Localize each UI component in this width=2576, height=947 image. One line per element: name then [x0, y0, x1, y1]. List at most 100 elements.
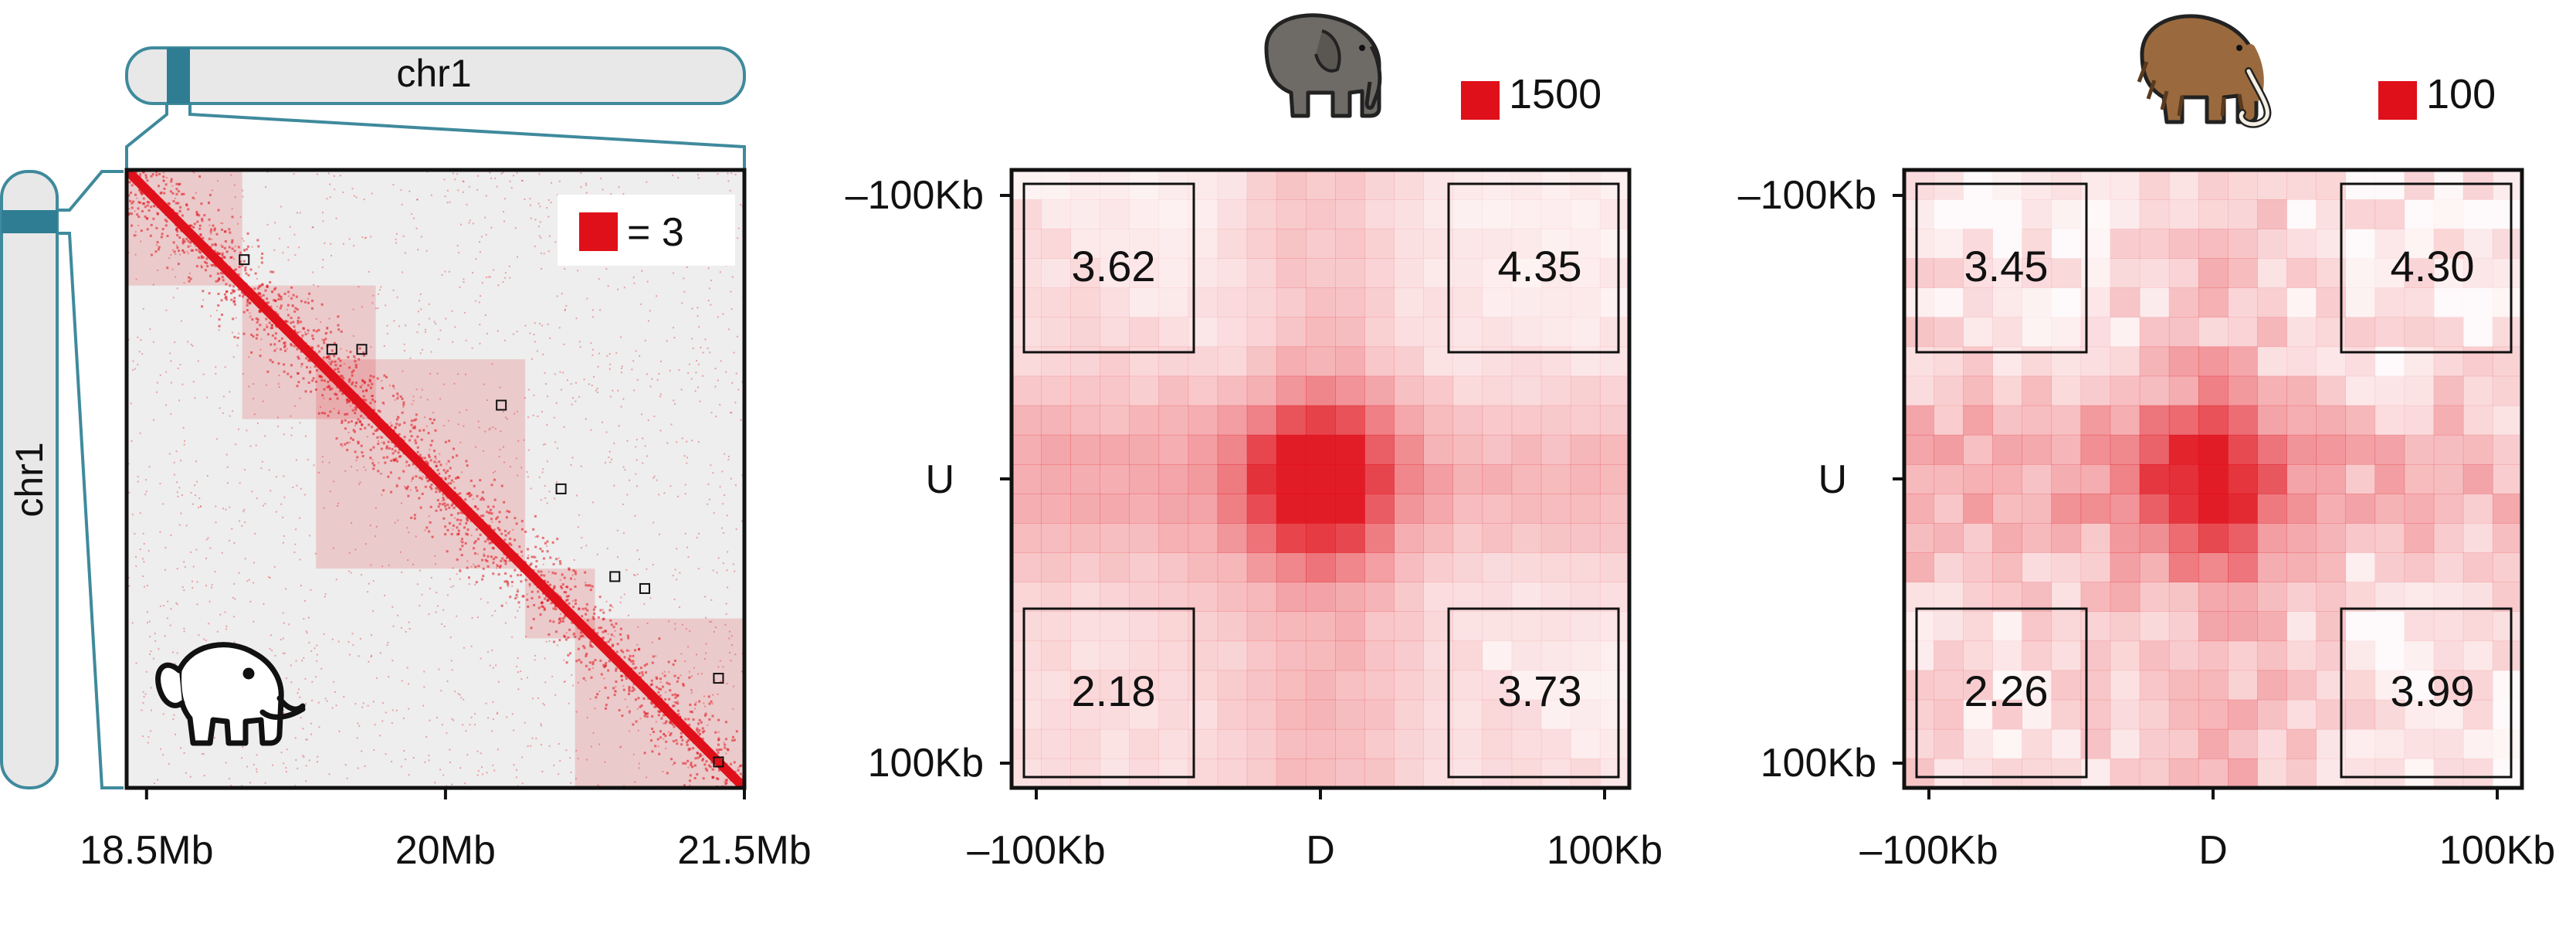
contact-point	[198, 506, 200, 508]
contact-point	[486, 332, 488, 334]
contact-point	[585, 545, 588, 547]
contact-point	[717, 693, 719, 695]
contact-point	[728, 637, 730, 640]
apa-cell	[1188, 287, 1219, 318]
apa-cell	[1100, 728, 1130, 759]
contact-point	[651, 661, 654, 664]
contact-point	[747, 772, 750, 774]
contact-point	[327, 381, 330, 384]
contact-point	[544, 484, 546, 487]
contact-point	[500, 172, 503, 175]
contact-point	[182, 238, 185, 241]
contact-point	[629, 479, 631, 481]
apa-cell	[2492, 434, 2522, 465]
apa-cell	[1511, 405, 1542, 436]
corner-value-top-right: 4.30	[2391, 242, 2475, 290]
apa-cell	[2168, 582, 2199, 613]
contact-point	[402, 271, 404, 273]
apa-cell	[2198, 229, 2229, 259]
contact-point	[724, 746, 727, 749]
apa-cell	[2374, 375, 2405, 406]
contact-point	[198, 227, 202, 230]
contact-point	[161, 228, 164, 231]
contact-point	[665, 740, 668, 743]
contact-point	[750, 748, 752, 751]
contact-point	[539, 205, 541, 208]
contact-point	[256, 423, 259, 425]
contact-point	[466, 519, 469, 522]
contact-point	[248, 356, 250, 358]
contact-point	[172, 241, 175, 244]
contact-point	[294, 328, 297, 331]
contact-point	[310, 307, 314, 310]
contact-point	[483, 383, 485, 385]
apa-cell	[2198, 582, 2229, 613]
contact-point	[192, 503, 195, 505]
apa-cell	[2374, 523, 2405, 553]
apa-cell	[2374, 258, 2405, 288]
contact-point	[389, 422, 391, 424]
contact-point	[415, 227, 418, 229]
contact-point	[486, 772, 488, 774]
contact-point	[517, 596, 519, 598]
contact-point	[468, 583, 470, 586]
contact-point	[486, 505, 490, 508]
corner-boxes	[1022, 182, 1620, 779]
apa-cell	[1963, 582, 1993, 613]
contact-point	[509, 466, 511, 468]
contact-point	[302, 327, 305, 330]
apa-cell	[1364, 463, 1395, 494]
contact-point	[677, 713, 680, 716]
apa-cell	[2110, 170, 2140, 200]
contact-point	[146, 611, 148, 613]
contact-point	[684, 660, 686, 663]
contact-point	[352, 644, 354, 647]
apa-cell	[1511, 728, 1542, 759]
contact-point	[344, 419, 347, 422]
contact-point	[261, 252, 264, 255]
apa-cell	[2404, 287, 2435, 318]
contact-point	[459, 286, 461, 288]
contact-point	[274, 337, 277, 340]
zoom-guide-v	[57, 232, 124, 789]
contact-point	[438, 668, 440, 670]
apa-cell	[2462, 463, 2493, 494]
apa-cell	[1129, 434, 1160, 465]
apa-cell	[2080, 258, 2111, 288]
apa-cell	[2110, 699, 2140, 730]
contact-point	[577, 647, 580, 650]
contact-point	[727, 459, 730, 461]
contact-point	[467, 492, 470, 495]
contact-point	[681, 437, 683, 440]
contact-point	[395, 484, 398, 487]
apa-cell	[1188, 375, 1219, 406]
contact-point	[222, 412, 224, 414]
contact-point	[469, 494, 473, 497]
apa-cell	[2345, 346, 2376, 377]
apa-cell	[1305, 463, 1336, 494]
contact-point	[284, 349, 287, 352]
apa-cell	[1570, 494, 1601, 524]
contact-point	[612, 687, 615, 690]
contact-point	[314, 380, 317, 383]
contact-point	[635, 720, 638, 723]
apa-cell	[1158, 405, 1189, 436]
contact-point	[465, 730, 467, 732]
contact-point	[639, 718, 642, 720]
contact-point	[142, 307, 144, 310]
apa-cell	[2404, 229, 2435, 259]
apa-cell	[2139, 346, 2170, 377]
contact-point	[541, 770, 544, 772]
contact-point	[320, 347, 324, 350]
contact-point	[413, 419, 416, 422]
contact-point	[592, 501, 595, 504]
apa-cell	[1129, 463, 1160, 494]
contact-point	[183, 443, 185, 446]
contact-point	[462, 180, 464, 182]
contact-point	[155, 244, 158, 246]
apa-cell	[2404, 317, 2435, 348]
apa-cell	[1934, 758, 1964, 788]
contact-point	[351, 188, 354, 190]
apa-cell	[2022, 758, 2052, 788]
contact-point	[449, 748, 451, 751]
